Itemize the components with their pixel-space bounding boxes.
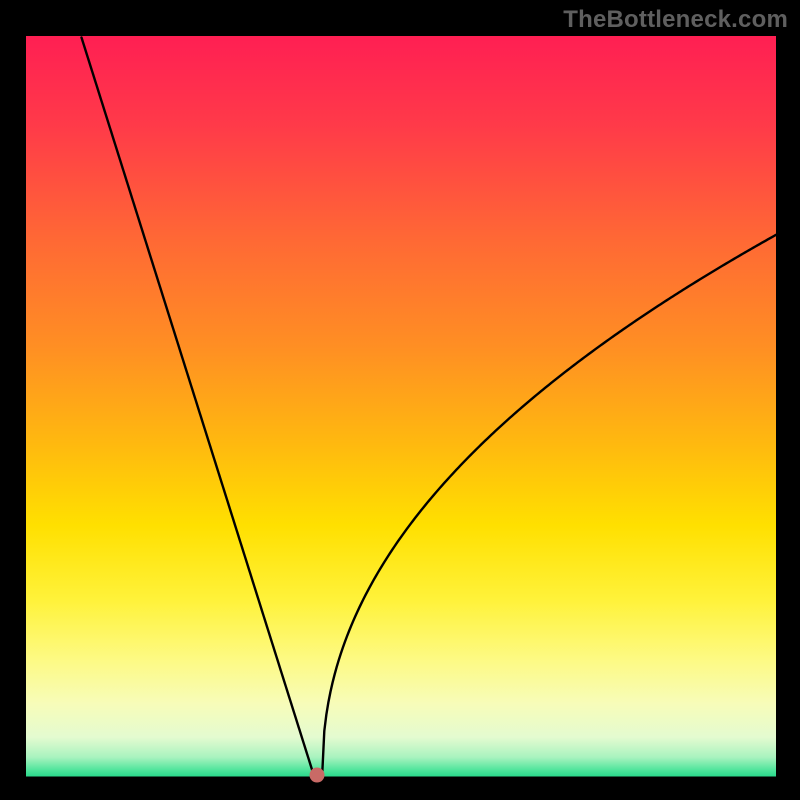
vertex-marker xyxy=(310,768,325,783)
plot-background xyxy=(26,36,776,778)
bottleneck-chart xyxy=(0,0,800,800)
chart-stage: TheBottleneck.com xyxy=(0,0,800,800)
watermark-text: TheBottleneck.com xyxy=(563,6,788,34)
